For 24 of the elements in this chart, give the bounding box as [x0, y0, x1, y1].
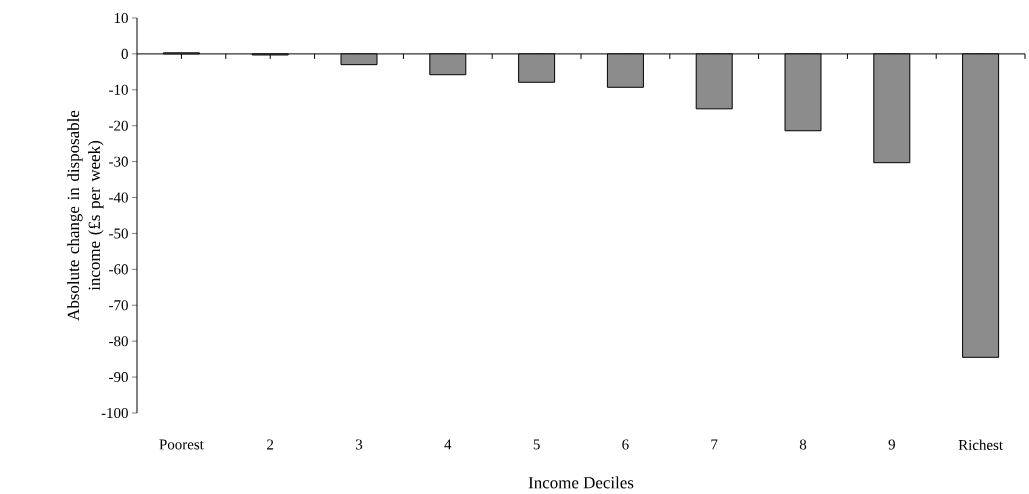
y-tick-label: -80	[109, 336, 128, 347]
y-tick-label: -50	[109, 228, 128, 239]
x-tick-label: 5	[533, 439, 540, 450]
y-tick-label: -70	[109, 300, 128, 311]
y-tick-label: -100	[101, 407, 128, 419]
x-tick-label: 6	[622, 439, 629, 450]
x-tick-label: 7	[711, 439, 718, 450]
y-tick-label: -10	[109, 84, 128, 95]
y-tick-label: 10	[114, 12, 128, 24]
x-tick-label: 9	[888, 439, 895, 450]
x-tick-label: 2	[267, 439, 274, 450]
x-tick-label: 4	[444, 439, 452, 450]
x-axis-title: Income Deciles	[528, 476, 634, 489]
y-tick-label: -90	[109, 372, 128, 383]
x-tick-label: Richest	[958, 439, 1003, 451]
y-tick-label: -20	[109, 120, 128, 131]
y-tick-label: -30	[109, 156, 128, 167]
y-tick-label: -40	[109, 192, 128, 203]
x-tick-label: 8	[799, 439, 807, 450]
y-tick-label: 0	[121, 48, 128, 59]
y-tick-label: -60	[109, 264, 128, 275]
x-tick-label: Poorest	[159, 439, 204, 450]
x-tick-label: 3	[355, 439, 363, 450]
y-axis-title: Absolute change in disposable income (£s per week)	[67, 110, 104, 321]
